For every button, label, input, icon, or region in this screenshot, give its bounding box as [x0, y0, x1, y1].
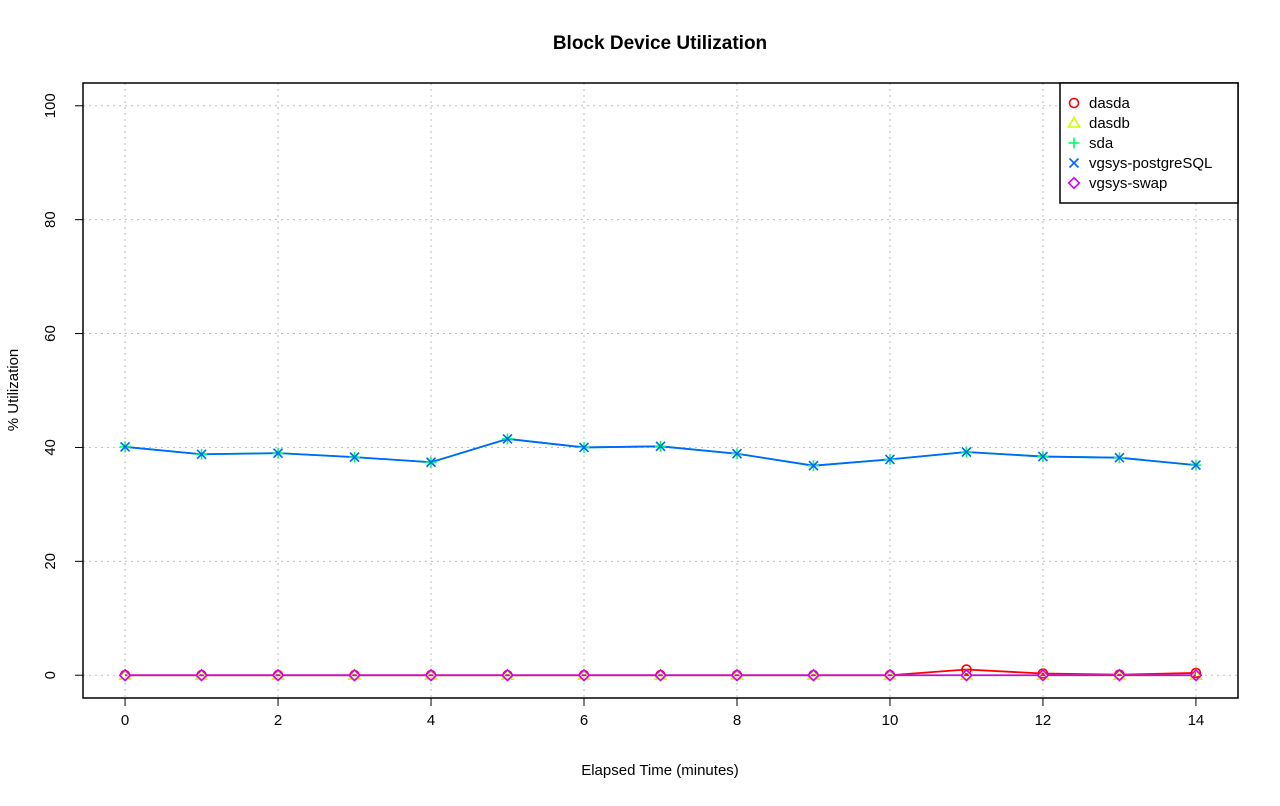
data-point-vgsys-postgresql	[502, 433, 513, 444]
x-tick-label: 0	[121, 712, 129, 729]
axes: 0 2 4 6 8 10 12 14 0 20 40 60 80 100	[42, 93, 1204, 729]
data-point-vgsys-swap	[807, 668, 820, 682]
data-point-vgsys-swap	[348, 668, 361, 682]
chart-title: Block Device Utilization	[553, 33, 767, 54]
legend-label-dasda: dasda	[1089, 95, 1131, 112]
data-point-vgsys-swap	[195, 668, 208, 682]
data-point-vgsys-postgresql	[1190, 460, 1201, 471]
data-point-vgsys-postgresql	[961, 446, 972, 458]
series-lines	[124, 437, 1197, 677]
data-point-vgsys-swap	[730, 668, 744, 682]
legend-item-vgsys-postgresql: vgsys-postgreSQL	[1068, 155, 1212, 172]
y-tick-label: 20	[42, 553, 59, 570]
legend-label-vgsys-postgresql: vgsys-postgreSQL	[1089, 155, 1212, 172]
data-point-vgsys-postgresql	[731, 448, 743, 459]
data-point-dasdb	[1112, 668, 1127, 681]
y-tick-label: 40	[42, 439, 59, 456]
data-point-dasdb	[959, 668, 974, 681]
data-point-dasdb	[500, 668, 515, 681]
legend-item-sda: sda	[1068, 135, 1114, 152]
y-tick-label: 80	[42, 211, 59, 228]
data-point-vgsys-swap	[424, 668, 438, 682]
data-point-vgsys-postgresql	[884, 454, 896, 465]
x-tick-label: 10	[882, 712, 899, 729]
data-point-vgsys-swap	[883, 668, 897, 682]
x-tick-label: 14	[1188, 712, 1205, 729]
data-point-vgsys-postgresql	[425, 457, 437, 468]
x-tick-label: 2	[274, 712, 282, 729]
data-point-vgsys-swap	[1113, 668, 1126, 682]
data-point-dasdb	[1036, 668, 1050, 681]
data-point-vgsys-swap	[271, 668, 285, 682]
data-point-vgsys-swap	[1189, 668, 1203, 682]
data-point-vgsys-swap	[118, 668, 132, 682]
y-axis-label: % Utilization	[5, 349, 22, 432]
x-tick-label: 4	[427, 712, 435, 729]
data-point-dasdb	[730, 668, 744, 681]
legend-label-sda: sda	[1089, 135, 1114, 152]
data-point-dasdb	[347, 668, 362, 681]
legend-item-dasda: dasda	[1068, 95, 1131, 112]
data-point-vgsys-swap	[654, 668, 667, 682]
data-point-dasdb	[118, 668, 132, 681]
data-point-dasdb	[653, 668, 668, 681]
data-point-vgsys-postgresql	[120, 441, 131, 452]
x-tick-label: 12	[1035, 712, 1052, 729]
data-point-vgsys-postgresql	[578, 442, 590, 453]
plot-frame	[82, 82, 1239, 699]
data-point-vgsys-postgresql	[808, 460, 819, 471]
data-point-vgsys-postgresql	[349, 452, 360, 463]
x-tick-label: 6	[580, 712, 588, 729]
data-point-vgsys-postgresql	[1037, 451, 1049, 462]
data-point-dasdb	[577, 668, 591, 681]
x-axis-label: Elapsed Time (minutes)	[581, 762, 739, 779]
legend-label-dasdb: dasdb	[1089, 115, 1130, 132]
legend-marker-dasda	[1068, 97, 1080, 109]
data-point-dasdb	[1189, 668, 1203, 681]
data-point-dasdb	[806, 668, 821, 681]
data-point-vgsys-swap	[501, 668, 514, 682]
data-point-vgsys-postgresql	[196, 449, 207, 460]
legend-label-vgsys-swap: vgsys-swap	[1089, 175, 1167, 192]
legend-marker-sda	[1068, 137, 1080, 149]
data-point-vgsys-swap	[577, 668, 591, 682]
data-point-vgsys-swap	[1036, 668, 1050, 682]
data-point-dasdb	[424, 668, 438, 681]
y-tick-label: 0	[42, 671, 59, 679]
legend-marker-dasdb	[1067, 115, 1081, 128]
data-point-vgsys-postgresql	[272, 448, 284, 459]
data-point-dasdb	[271, 668, 285, 681]
y-tick-label: 60	[42, 325, 59, 342]
legend: dasda dasdb sda vgsys-postgreSQL vgsys-swap	[1059, 82, 1239, 204]
legend-item-dasdb: dasdb	[1067, 115, 1130, 132]
x-tick-label: 8	[733, 712, 741, 729]
legend-item-vgsys-swap: vgsys-swap	[1067, 175, 1167, 192]
data-point-vgsys-postgresql	[655, 441, 666, 452]
legend-marker-vgsys-postgresql	[1068, 157, 1080, 169]
legend-marker-vgsys-swap	[1067, 176, 1081, 190]
data-point-vgsys-swap	[960, 668, 973, 682]
data-point-vgsys-postgresql	[1114, 452, 1125, 463]
data-point-dasdb	[883, 668, 897, 681]
data-point-dasda	[961, 664, 972, 675]
data-point-dasdb	[194, 668, 209, 681]
y-tick-label: 100	[42, 93, 59, 118]
series-markers	[118, 433, 1203, 682]
legend-frame	[1059, 82, 1239, 204]
